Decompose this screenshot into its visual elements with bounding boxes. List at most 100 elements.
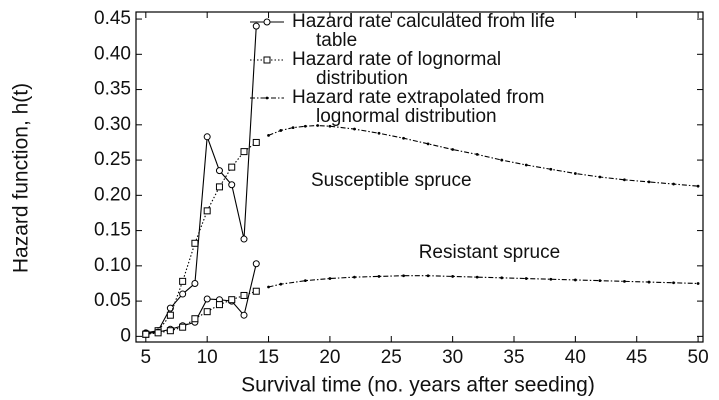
marker (598, 279, 602, 283)
marker (402, 136, 405, 140)
x-tick-label: 20 (319, 347, 340, 368)
y-tick-label: 0 (120, 325, 131, 346)
marker (549, 277, 553, 281)
marker (228, 181, 236, 189)
marker (203, 207, 211, 215)
marker (228, 163, 236, 171)
marker (500, 158, 504, 162)
marker (166, 327, 174, 335)
marker (179, 277, 187, 285)
x-tick-label: 10 (197, 347, 218, 368)
marker (142, 330, 150, 338)
x-axis-label: Survival time (no. years after seeding) (241, 374, 595, 397)
marker (179, 323, 187, 331)
legend-label-line: lognormal distribution (316, 106, 497, 127)
legend-label-line: Hazard rate extrapolated from (292, 87, 550, 108)
marker (451, 275, 455, 278)
marker (475, 153, 479, 156)
marker (524, 163, 528, 167)
marker (154, 329, 162, 337)
marker (672, 281, 675, 285)
annotation: Susceptible spruce (311, 170, 472, 191)
marker (252, 138, 260, 146)
marker (672, 182, 675, 186)
series-line (145, 290, 257, 335)
marker (291, 126, 295, 130)
marker (426, 274, 430, 278)
marker (328, 124, 332, 128)
marker (316, 124, 320, 127)
marker (573, 278, 577, 282)
marker (696, 282, 700, 285)
legend: Hazard rate calculated from life tableHa… (250, 11, 560, 127)
marker (598, 175, 602, 179)
x-tick-label: 15 (258, 347, 279, 368)
marker (215, 167, 223, 175)
x-tick-label: 40 (565, 347, 586, 368)
series-line (145, 263, 257, 335)
marker (623, 279, 626, 283)
marker (647, 280, 651, 284)
marker (203, 133, 211, 141)
marker (179, 290, 187, 298)
marker (215, 301, 223, 309)
marker (252, 287, 260, 295)
legend-marker (263, 18, 271, 26)
annotation: Resistant spruce (419, 242, 561, 263)
marker (696, 184, 700, 188)
x-tick-label: 50 (688, 347, 709, 368)
marker (166, 304, 174, 312)
marker (623, 178, 626, 182)
marker (402, 274, 405, 278)
marker (240, 311, 248, 319)
marker (279, 282, 283, 286)
marker (353, 275, 356, 279)
legend-label-line: table (316, 30, 357, 51)
marker (549, 167, 553, 171)
y-tick-label: 0.20 (94, 184, 131, 205)
y-tick-label: 0.35 (94, 79, 131, 100)
marker (166, 311, 174, 319)
y-tick-label: 0.10 (94, 255, 131, 276)
marker (353, 127, 356, 131)
x-tick-label: 25 (381, 347, 402, 368)
marker (426, 142, 430, 146)
marker (279, 129, 283, 132)
marker (647, 180, 651, 184)
series-line (145, 142, 257, 335)
legend-label: Hazard rate calculated from life table (292, 11, 560, 51)
marker (303, 279, 307, 283)
marker (573, 172, 577, 175)
marker (303, 124, 307, 128)
marker (240, 291, 248, 299)
marker (377, 275, 381, 278)
plot-frame (135, 11, 704, 343)
legend-marker (265, 96, 269, 100)
marker (267, 285, 270, 289)
marker (524, 277, 528, 280)
marker (252, 260, 260, 268)
y-tick-label: 0.05 (94, 290, 131, 311)
x-tick-label: 45 (626, 347, 647, 368)
marker (500, 276, 504, 280)
marker (191, 315, 199, 323)
x-tick-label: 30 (442, 347, 463, 368)
legend-label: Hazard rate of lognormal distribution (292, 49, 506, 89)
y-tick-label: 0.30 (94, 114, 131, 135)
marker (252, 22, 260, 30)
marker (267, 133, 270, 137)
marker (228, 296, 236, 304)
marker (240, 235, 248, 243)
legend-label-line: distribution (316, 68, 408, 89)
legend-label-line: Hazard rate of lognormal (292, 49, 506, 70)
marker (191, 279, 199, 287)
marker (203, 295, 211, 303)
marker (377, 131, 381, 135)
marker (328, 277, 332, 280)
y-tick-label: 0.25 (94, 149, 131, 170)
marker (203, 308, 211, 316)
marker (191, 239, 199, 247)
y-tick-label: 0.45 (94, 8, 131, 29)
marker (240, 148, 248, 156)
